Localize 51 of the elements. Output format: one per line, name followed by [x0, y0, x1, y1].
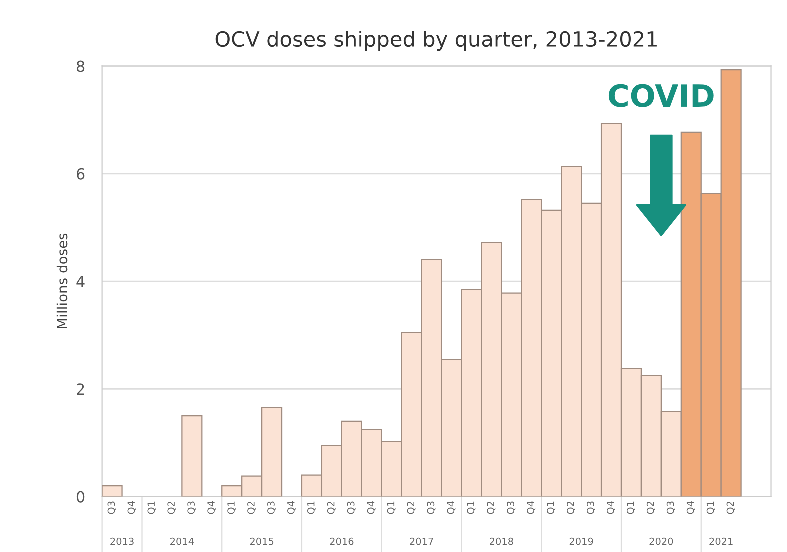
text: 2018	[490, 538, 514, 546]
x-tick-label: Q1	[626, 502, 636, 514]
y-tick-label: 4	[76, 276, 85, 288]
x-tick-label: Q3	[188, 502, 196, 514]
x-tick-label: Q3	[268, 502, 276, 514]
x-tick-label: Q2	[407, 502, 416, 514]
x-tick-label: Q3	[666, 502, 676, 514]
x-tick-label: Q4	[287, 502, 296, 514]
x-tick-label: Q1	[148, 502, 156, 514]
x-tick-label: Q2	[487, 502, 496, 514]
x-tick-label: Q4	[367, 502, 376, 514]
x-tick-label: Q3	[427, 502, 436, 514]
text: 2014	[170, 538, 194, 546]
x-tick-label: Q2	[726, 502, 736, 514]
text: 2016	[330, 538, 354, 546]
y-axis-title: Millions doses	[56, 234, 68, 329]
y-tick-label: 6	[76, 168, 85, 180]
x-tick-label: Q4	[527, 502, 536, 514]
x-tick-label: Q2	[248, 502, 256, 514]
chart-title: OCV doses shipped by quarter, 2013-2021	[216, 30, 657, 52]
x-tick-label: Q4	[447, 502, 456, 514]
bar	[102, 485, 123, 497]
y-tick-label: 2	[77, 384, 84, 395]
annotation: COVID	[608, 84, 714, 108]
x-tick-label: Q2	[168, 502, 176, 514]
x-tick-label: Q4	[686, 502, 696, 514]
x-tick-label: Q3	[587, 502, 596, 514]
x-tick-label: Q1	[467, 502, 476, 514]
x-tick-label: Q1	[307, 502, 316, 514]
y-tick-label: 8	[76, 60, 85, 72]
x-tick-label: Q1	[547, 502, 556, 514]
y-tick-label: 0	[76, 491, 85, 503]
text: 2013	[110, 538, 134, 546]
x-tick-label: Q3	[347, 502, 356, 514]
x-tick-label: Q1	[228, 502, 236, 514]
text: 2020	[650, 538, 674, 546]
text: 2021	[710, 538, 733, 546]
x-tick-label: Q4	[606, 502, 616, 514]
x-tick-label: Q1	[387, 502, 396, 514]
bar	[182, 416, 203, 497]
x-tick-label: Q1	[706, 502, 716, 514]
text: 2015	[250, 538, 274, 546]
x-tick-label: Q4	[128, 502, 136, 514]
text: 2019	[570, 538, 594, 546]
x-tick-label: Q2	[567, 502, 576, 514]
x-tick-label: Q3	[108, 502, 116, 514]
text: 2017	[410, 538, 434, 546]
x-tick-label: Q3	[507, 502, 516, 514]
x-tick-label: Q4	[208, 502, 216, 514]
x-tick-label: Q2	[646, 502, 656, 514]
x-tick-label: Q2	[327, 502, 336, 514]
